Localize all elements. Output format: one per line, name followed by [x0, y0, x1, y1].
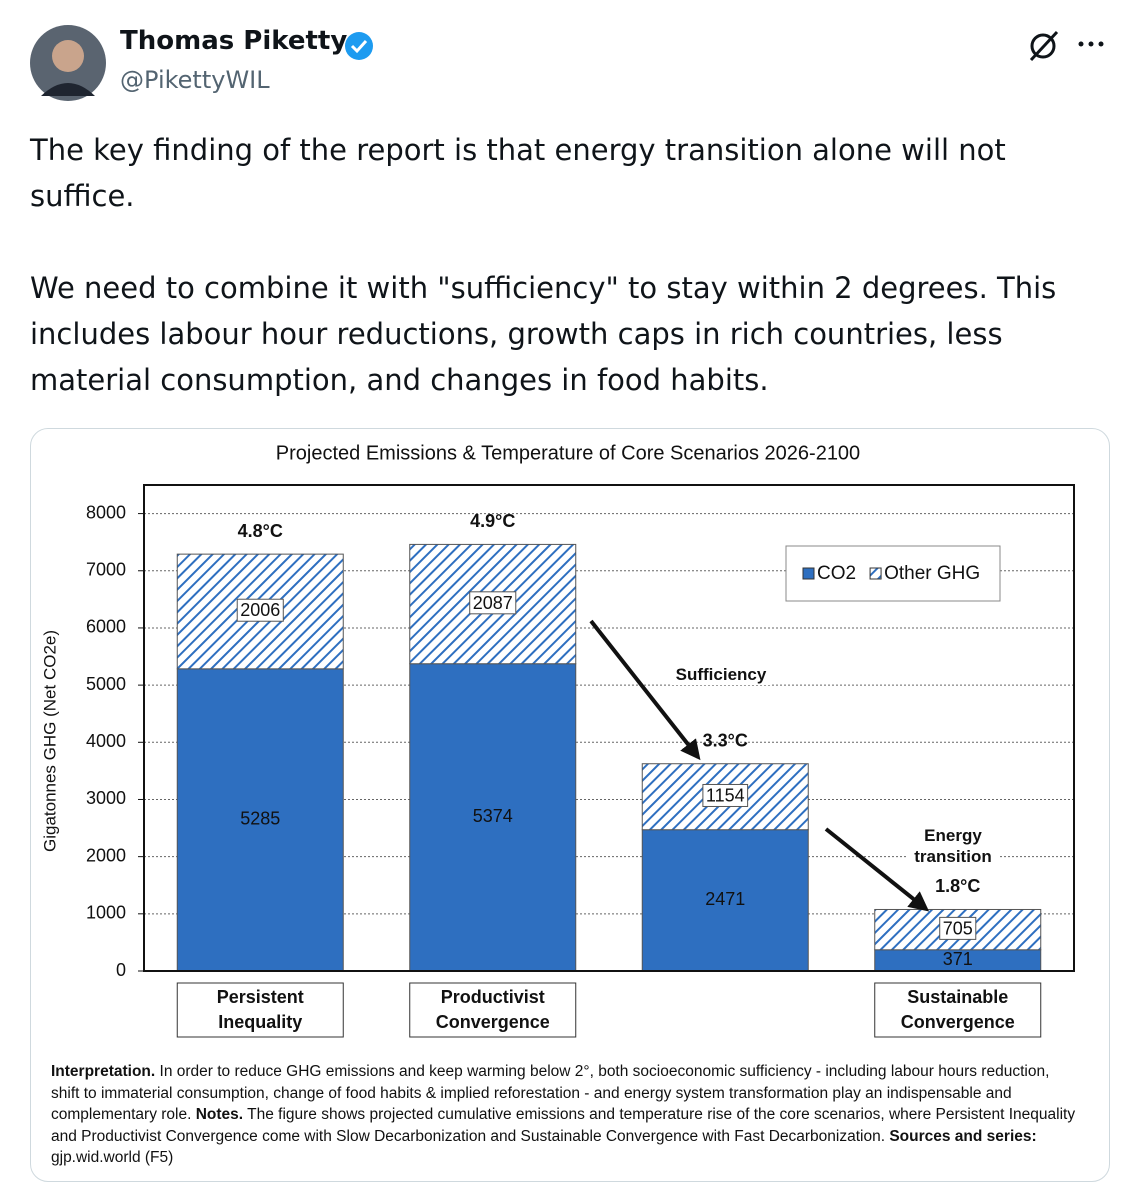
legend-label: Other GHG: [884, 563, 980, 584]
annotation: Sufficiency: [671, 665, 771, 685]
bar-segment: [641, 829, 809, 972]
value-label-box: [939, 916, 977, 940]
y-tick-label: 8000: [86, 502, 126, 522]
author-name[interactable]: Thomas Piketty: [120, 26, 348, 56]
x-tick-label: Productivist Convergence: [435, 987, 550, 1032]
note-text: Notes.: [195, 1106, 244, 1123]
value-label: 705: [943, 918, 973, 938]
x-tick-label: Sustainable Convergence: [900, 987, 1015, 1032]
x-tick-label-box: Persistent Inequality: [216, 987, 304, 1032]
value-label: 2471: [705, 889, 745, 909]
x-tick-label-box: Sustainable Convergence: [900, 987, 1015, 1032]
y-tick-label: 3000: [86, 788, 126, 808]
y-axis-label: Gigatonnes GHG (Net CO2e): [40, 630, 59, 852]
annotation: Energy transition: [907, 825, 999, 867]
value-label: 5285: [240, 809, 280, 829]
value-label: 1154: [706, 785, 745, 805]
category-box: [409, 982, 577, 1038]
y-tick-label: 5000: [86, 674, 126, 694]
legend-label: CO2: [817, 563, 856, 584]
chart: Projected Emissions & Temperature of Cor…: [40, 442, 1075, 1038]
value-label-box: [236, 598, 284, 622]
legend-box: [785, 545, 1001, 602]
y-tick-label: 0: [116, 960, 126, 980]
temperature-label: 3.3°C: [703, 730, 748, 750]
chart-image[interactable]: Projected Emissions & Temperature of Cor…: [30, 428, 1110, 1182]
note-text: Sources and series:: [889, 1127, 1037, 1145]
value-label: 2006: [240, 600, 280, 620]
y-tick-label: 6000: [86, 617, 126, 637]
category-box: [874, 982, 1042, 1038]
y-tick-label: 1000: [86, 903, 126, 923]
plot-frame: [143, 484, 1075, 972]
arrow: [589, 619, 701, 761]
note-text: In order to reduce GHG emissions and kee…: [51, 1063, 1050, 1123]
temperature-label: 1.8°C: [935, 876, 980, 896]
y-tick-label: 7000: [86, 560, 126, 580]
temperature-label: 4.9°C: [470, 511, 515, 531]
note-text: The figure shows projected cumulative em…: [51, 1106, 1076, 1145]
chart-note: Interpretation. In order to reduce GHG e…: [51, 1061, 1081, 1169]
legend-swatch: [869, 567, 882, 580]
note-text: gjp.wid.world (F5): [51, 1149, 174, 1166]
tweet-text: The key finding of the report is that en…: [30, 133, 1006, 213]
temperature-label: 4.8°C: [238, 521, 283, 541]
value-label-box: [469, 591, 517, 615]
value-label: 371: [943, 949, 973, 969]
avatar[interactable]: [29, 24, 107, 102]
annotation-box: Energy transition: [907, 825, 999, 867]
note-text: Interpretation.: [51, 1063, 156, 1080]
x-tick-label: Persistent Inequality: [216, 987, 304, 1032]
category-box: [176, 982, 344, 1038]
bar-segment: [176, 668, 344, 972]
annotation-box: Sufficiency: [671, 665, 771, 685]
y-tick-label: 4000: [86, 731, 126, 751]
verified-badge: [345, 32, 373, 60]
more-icon[interactable]: [1075, 36, 1111, 52]
author-handle[interactable]: @PikettyWIL: [120, 66, 270, 94]
arrow: [824, 827, 930, 912]
tweet-text: We need to combine it with "sufficiency"…: [30, 271, 1057, 397]
value-label: 2087: [473, 593, 513, 613]
bar-segment: [409, 663, 577, 972]
y-tick-label: 2000: [86, 845, 126, 865]
value-label: 5374: [473, 806, 513, 826]
value-label-box: [702, 783, 749, 807]
chart-title: Projected Emissions & Temperature of Cor…: [276, 442, 860, 464]
legend-swatch: [802, 567, 815, 580]
x-tick-label-box: Productivist Convergence: [435, 987, 550, 1032]
grok-icon[interactable]: [1025, 28, 1061, 64]
